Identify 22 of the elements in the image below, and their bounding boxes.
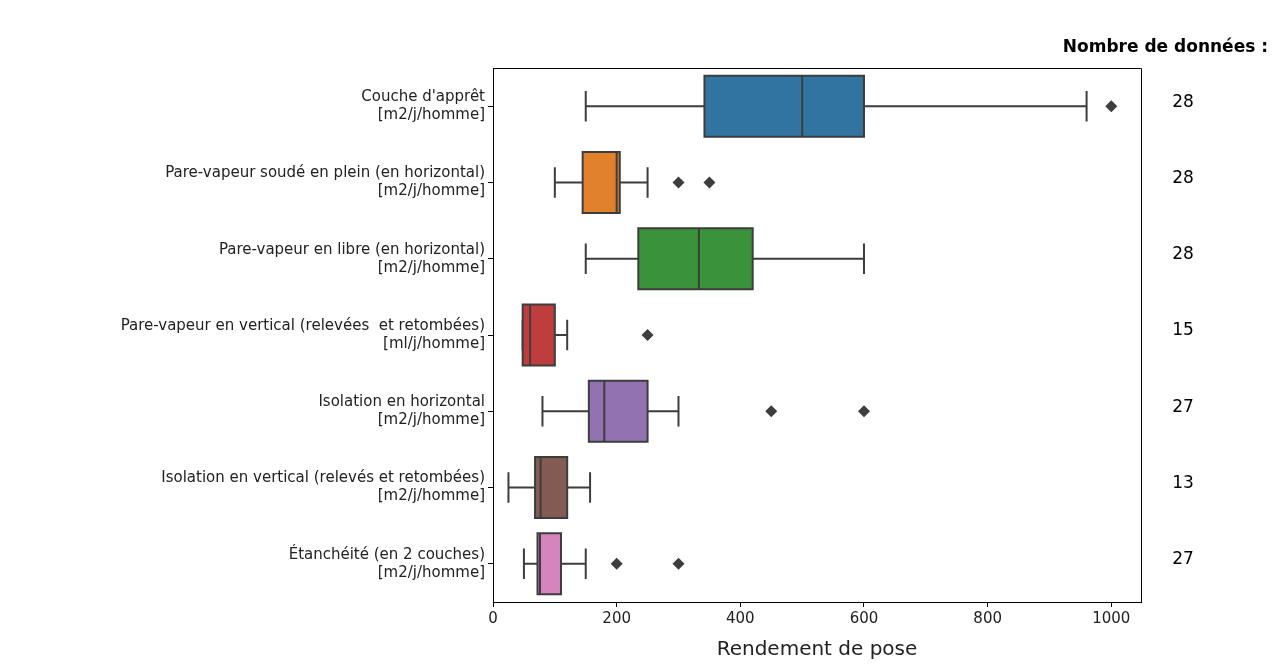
text: 28	[1172, 90, 1194, 111]
text: 27	[1172, 395, 1194, 416]
y-tick-label: Couche d'apprêt [m2/j/homme]	[361, 87, 486, 124]
text: 28	[1172, 243, 1194, 264]
y-tick-label: Pare-vapeur en vertical (relevées et retombées) [ml/j/homme]	[120, 315, 485, 352]
text: 13	[1172, 471, 1194, 492]
text: 27	[1172, 548, 1194, 569]
y-tick-label: Pare-vapeur en libre (en horizontal) [m2/j/homme]	[218, 239, 485, 276]
x-tick-label: 1000	[1092, 608, 1131, 627]
x-tick-label: 600	[849, 608, 879, 627]
text: 28	[1172, 166, 1194, 187]
y-tick-label: Isolation en vertical (relevés et retombées) [m2/j/homme]	[161, 468, 485, 505]
x-tick-label: 200	[602, 608, 631, 627]
text: 15	[1172, 319, 1194, 340]
y-tick-label: Isolation en horizontal [m2/j/homme]	[318, 392, 485, 429]
y-tick-label: Pare-vapeur soudé en plein (en horizontal) [m2/j/homme]	[165, 163, 485, 200]
x-tick-label: 400	[726, 608, 755, 627]
y-tick-label: Étanchéité (en 2 couches) [m2/j/homme]	[288, 543, 485, 581]
text: Nombre de données :	[1062, 36, 1268, 57]
x-tick-label: 800	[973, 608, 1002, 627]
x-axis-title: Rendement de pose	[716, 636, 918, 661]
x-tick-label: 0	[488, 608, 498, 627]
